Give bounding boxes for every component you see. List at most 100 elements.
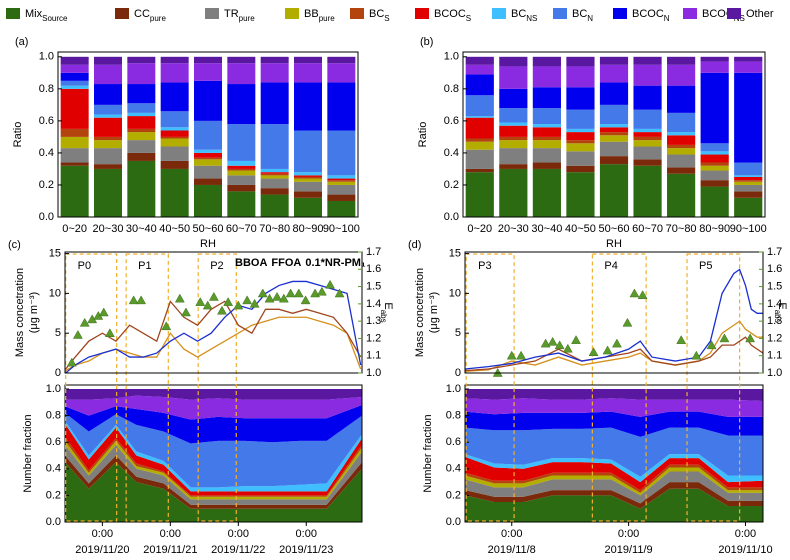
y-tick-label: 0.2 (46, 489, 61, 501)
bar-segment (127, 112, 156, 117)
y-tick-label: 0.2 (444, 179, 459, 191)
y-tick-label: 0 (55, 367, 61, 379)
bar-segment (532, 87, 561, 109)
bar-segment (127, 56, 156, 64)
bar-segment (734, 72, 763, 163)
panel-label: (c) (8, 239, 21, 251)
eabs-marker (571, 335, 581, 344)
eabs-marker (136, 295, 147, 305)
eabs-marker (691, 350, 702, 360)
bar-segment (734, 176, 763, 181)
bar-segment (60, 128, 89, 137)
eabs-marker (72, 329, 83, 339)
bar-segment (499, 140, 528, 149)
area-band (465, 388, 763, 401)
x-tick-label: 80~90 (699, 223, 730, 235)
bar-segment (160, 138, 189, 147)
x-tick-date: 2019/11/10 (718, 544, 772, 556)
x-tick-label: 40~50 (565, 223, 596, 235)
y-tick-label: 1.0 (767, 367, 782, 379)
bar-segment (667, 144, 696, 149)
y-tick-label: 0.0 (46, 516, 61, 528)
plot-frame (64, 384, 363, 523)
bar-segment (227, 160, 256, 166)
bar-segment (599, 132, 629, 136)
bar-segment (60, 64, 89, 73)
bar-segment (499, 125, 528, 137)
legend-label-main: BCOC (702, 8, 734, 20)
bar-segment (260, 175, 289, 179)
bar-segment (633, 109, 662, 129)
bar-segment (227, 168, 256, 171)
bar-segment (60, 72, 89, 81)
bar-segment (532, 127, 561, 137)
legend-swatch (613, 8, 627, 19)
eabs-marker (325, 279, 335, 289)
eabs-marker (278, 293, 289, 303)
x-tick-label: 90~100 (730, 223, 767, 235)
bar-segment (633, 56, 662, 65)
bar-segment (127, 160, 156, 217)
bar-segment (260, 194, 289, 217)
period-box (686, 253, 741, 522)
bar-segment (633, 85, 662, 110)
plot-frame (57, 51, 359, 218)
bar-segment (160, 130, 189, 137)
legend-label-sub: N (664, 14, 670, 23)
bar-segment (700, 56, 729, 62)
bar-segment (633, 146, 662, 160)
y-tick-label: 0 (455, 367, 461, 379)
legend-swatch (683, 8, 697, 19)
eabs-marker (562, 343, 573, 353)
bar-segment (327, 194, 356, 201)
x-tick-label: 30~40 (531, 223, 562, 235)
bar-segment (667, 56, 696, 65)
bar-segment (294, 63, 322, 83)
bar-segment (227, 56, 256, 64)
x-axis-label: RH (606, 238, 622, 250)
period-label: P0 (78, 260, 91, 272)
bar-segment (633, 159, 662, 166)
eabs-marker (98, 307, 109, 317)
eabs-marker (629, 288, 640, 298)
bar-segment (194, 63, 222, 81)
bar-segment (327, 200, 356, 217)
x-tick-date: 2019/11/21 (143, 544, 197, 556)
bar-segment (734, 162, 763, 176)
y-tick-label: 0.8 (446, 409, 461, 421)
eabs-marker (174, 293, 185, 303)
bar-segment (294, 197, 322, 217)
y-axis-label: Number fraction (22, 414, 34, 492)
bar-segment (499, 168, 528, 217)
legend-label-main: BCOC (632, 8, 664, 20)
legend-label: 0.1*NR-PM₁ (305, 257, 366, 269)
bar-segment (465, 116, 494, 118)
legend-label: MixSource (25, 8, 68, 23)
legend-label-sub: pure (239, 14, 256, 23)
x-tick-label: 30~40 (126, 223, 157, 235)
bar-segment (227, 170, 256, 176)
x-tick-label: 20~30 (498, 223, 529, 235)
y-tick-label: 1.6 (767, 263, 782, 275)
bar-segment (127, 140, 156, 153)
eabs-marker (223, 297, 234, 306)
area-band (465, 427, 763, 477)
bar-segment (667, 154, 696, 168)
bar-segment (633, 128, 662, 133)
eabs-marker (195, 297, 206, 306)
x-tick-label: 40~50 (159, 223, 190, 235)
plot-frame (64, 251, 363, 374)
eabs-marker (706, 340, 717, 350)
bar-segment (194, 80, 222, 121)
eabs-marker (506, 350, 517, 360)
bar-segment (260, 63, 289, 83)
bar-segment (194, 149, 222, 153)
area-band (65, 462, 362, 522)
bar-segment (566, 165, 595, 173)
eabs-marker (516, 350, 527, 360)
y-tick-label: 5 (455, 327, 461, 339)
legend-label: CCpure (134, 8, 166, 23)
bar-segment (599, 124, 629, 128)
bar-segment (227, 184, 256, 192)
